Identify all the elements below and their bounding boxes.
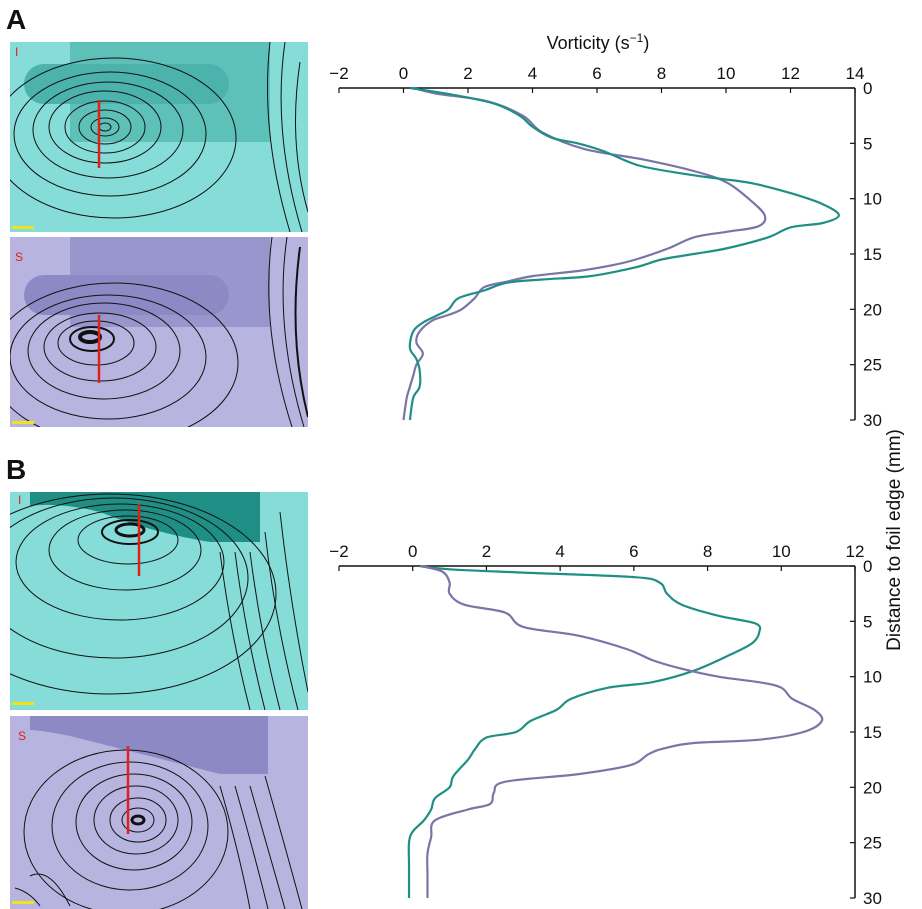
x-tick-label: 6 [629, 542, 638, 561]
flow-label-a-top: I [15, 45, 18, 59]
x-tick-label: 12 [781, 64, 800, 83]
y-tick-label: 25 [863, 356, 882, 375]
panel-label-b: B [6, 454, 27, 485]
y-tick-label: 5 [863, 134, 872, 153]
panel-label-a: A [6, 4, 27, 35]
x-tick-label: −2 [329, 542, 348, 561]
y-tick-label: 10 [863, 190, 882, 209]
x-tick-label: 2 [463, 64, 472, 83]
flow-image-b-bottom: S [10, 716, 308, 909]
x-tick-label: 8 [657, 64, 666, 83]
flow-image-a-top: I [10, 42, 308, 232]
series-line-teal [408, 86, 840, 421]
y-tick-label: 20 [863, 300, 882, 319]
series-line-teal [407, 564, 762, 898]
flow-label-b-bottom: S [18, 729, 26, 743]
flow-image-b-top: I [10, 492, 308, 710]
y-tick-label: 15 [863, 245, 882, 264]
series-line-purple [419, 564, 824, 898]
y-tick-label: 25 [863, 834, 882, 853]
x-tick-label: 4 [528, 64, 537, 83]
flow-label-a-bottom: S [15, 250, 23, 264]
x-axis-title-a: Vorticity (s−1) [547, 31, 650, 53]
x-tick-label: 0 [408, 542, 417, 561]
x-tick-label: 4 [555, 542, 564, 561]
y-tick-label: 20 [863, 778, 882, 797]
x-tick-label: 0 [399, 64, 408, 83]
y-tick-label: 5 [863, 612, 872, 631]
y-tick-label: 0 [863, 79, 872, 98]
x-tick-label: 6 [592, 64, 601, 83]
y-tick-label: 30 [863, 411, 882, 430]
x-tick-label: 10 [772, 542, 791, 561]
series-line-purple [402, 86, 767, 421]
y-tick-label: 0 [863, 557, 872, 576]
x-tick-label: 2 [482, 542, 491, 561]
x-tick-label: −2 [329, 64, 348, 83]
flow-label-b-top: I [18, 493, 21, 507]
y-tick-label: 10 [863, 668, 882, 687]
x-tick-label: 14 [846, 64, 865, 83]
x-tick-label: 8 [703, 542, 712, 561]
x-tick-label: 10 [717, 64, 736, 83]
y-tick-label: 15 [863, 723, 882, 742]
flow-image-a-bottom: S [10, 237, 308, 427]
y-tick-label: 30 [863, 889, 882, 908]
x-tick-label: 12 [846, 542, 865, 561]
